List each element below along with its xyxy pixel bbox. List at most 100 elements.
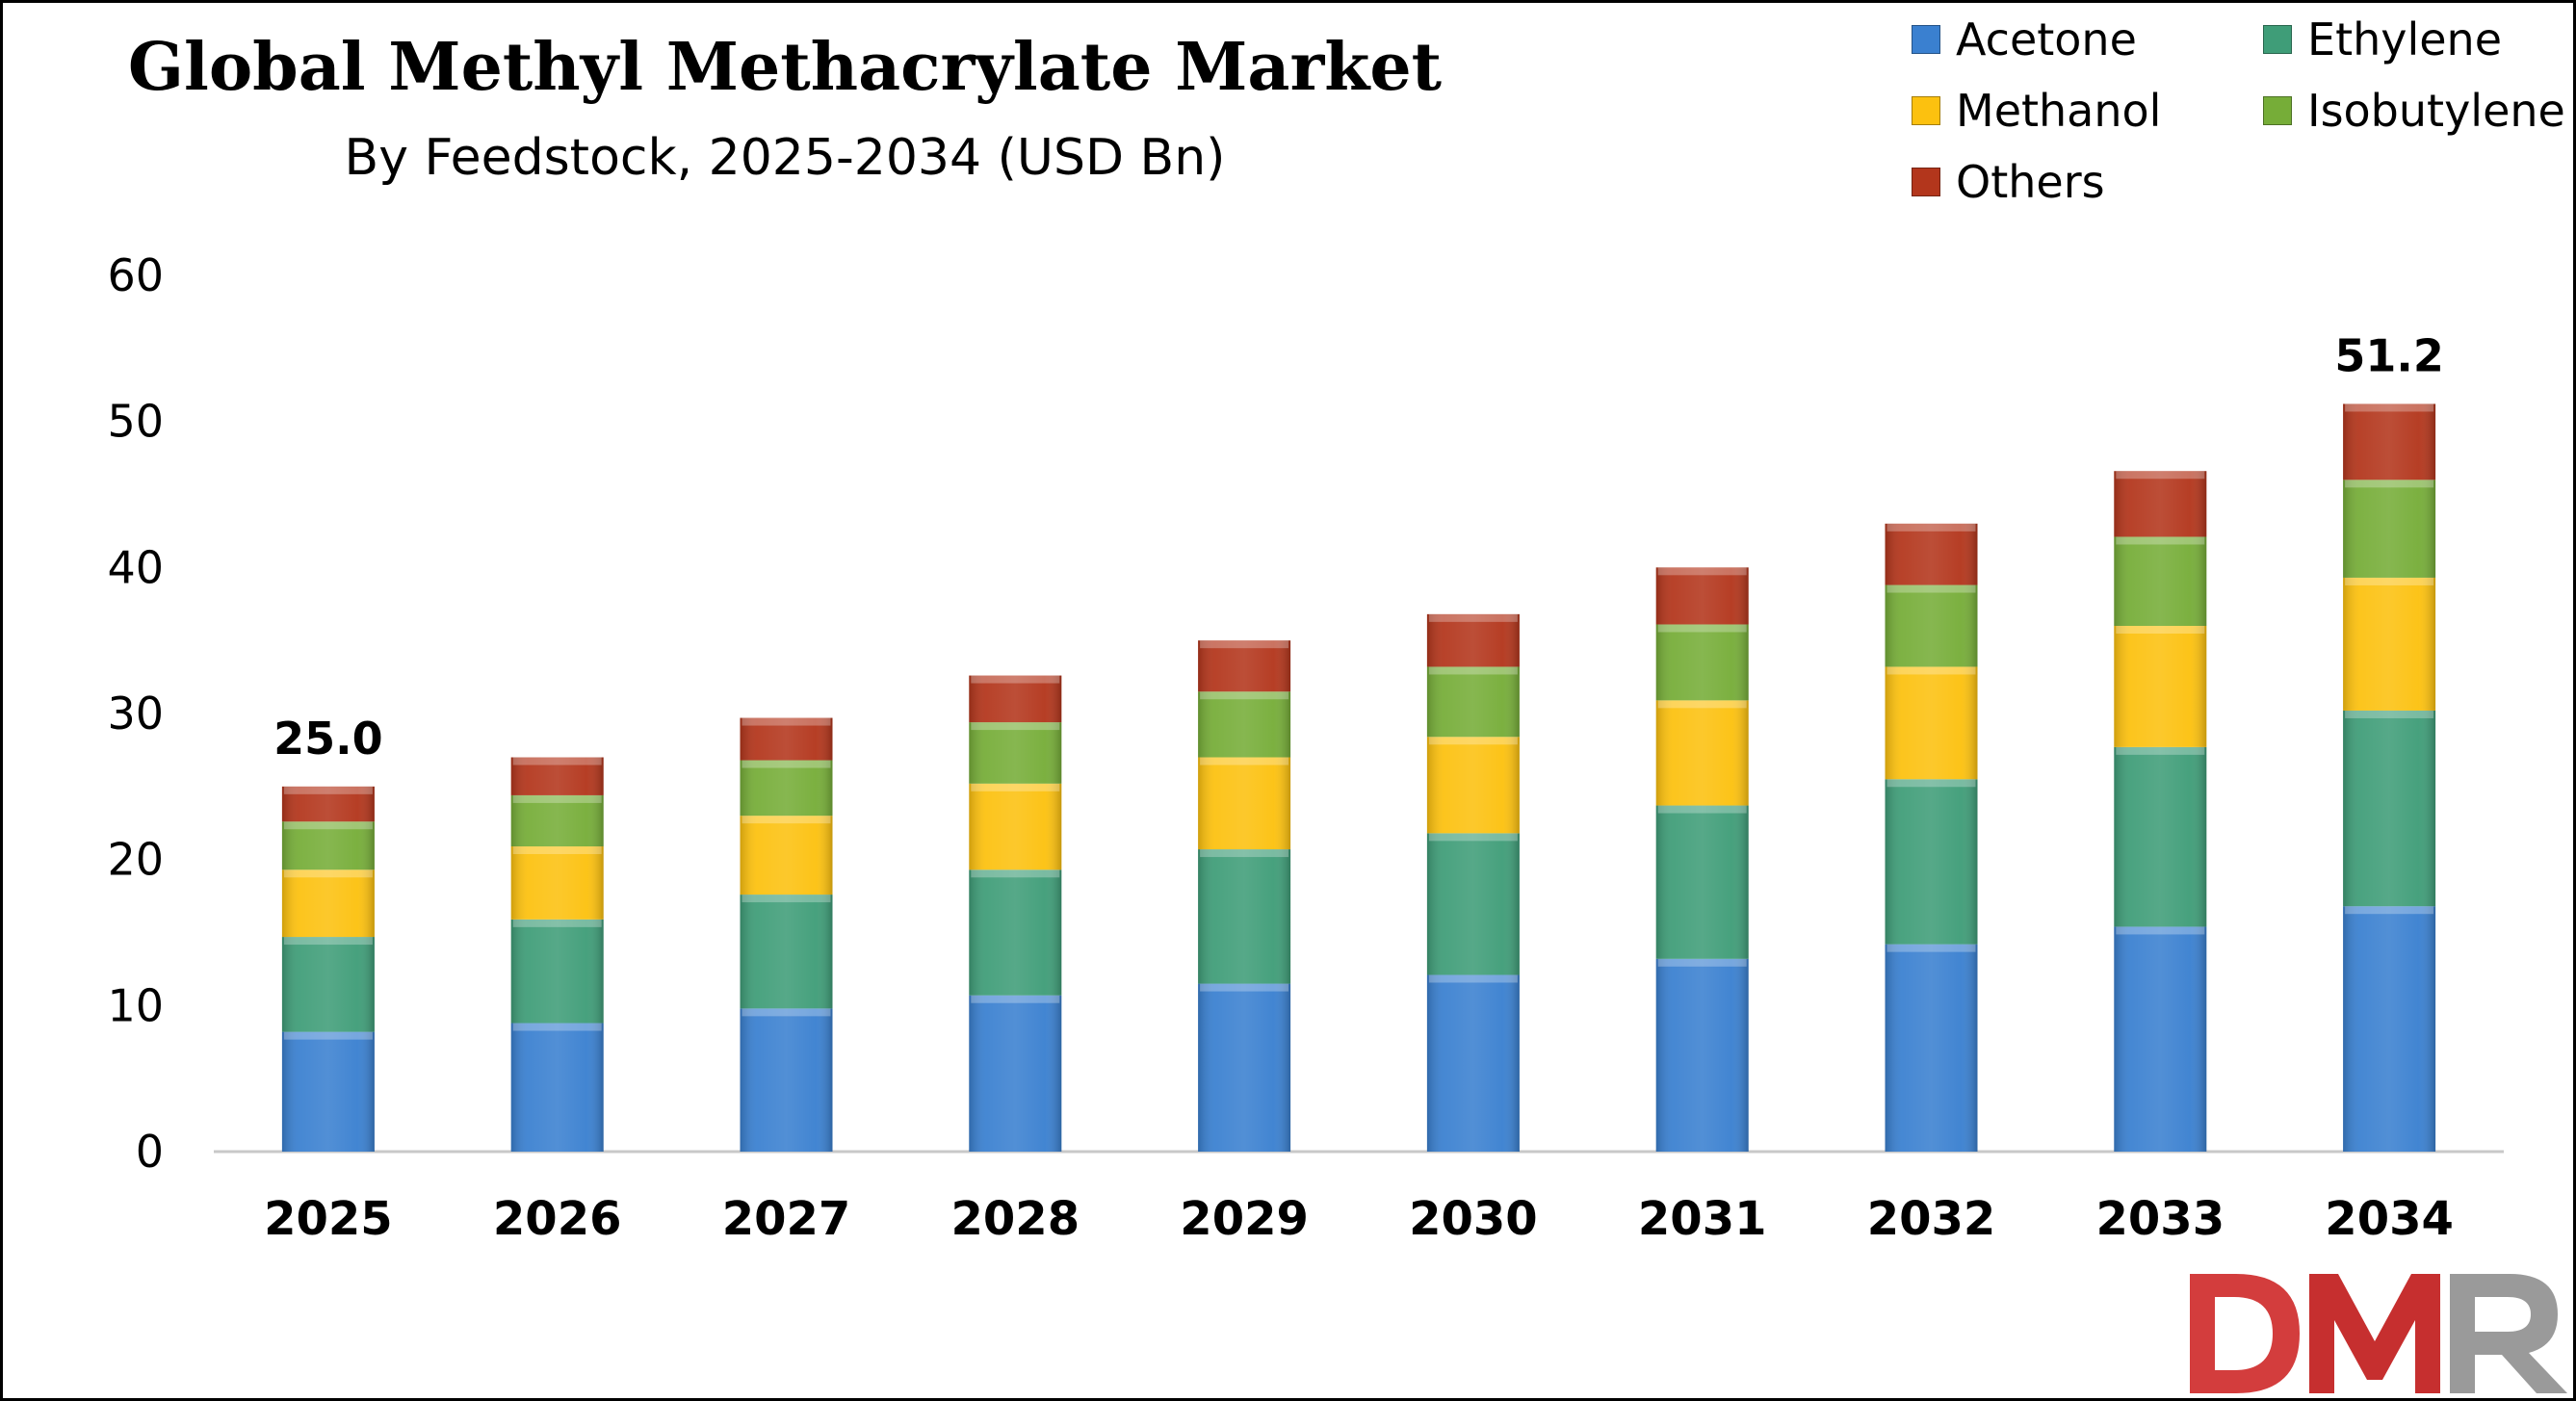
x-tick-label: 2025 [264, 1192, 393, 1246]
y-tick-label: 50 [107, 396, 164, 448]
bar-segment-highlight [512, 1023, 602, 1031]
bar-segment-shading [1426, 974, 1520, 1152]
bar-segment-highlight [971, 722, 1060, 731]
legend: Acetone Ethylene Methanol Isobutylene Ot… [1912, 12, 2566, 214]
bar-segment-shading [740, 1008, 833, 1152]
y-tick-label: 60 [107, 249, 164, 301]
bar-segment-highlight [971, 675, 1060, 684]
x-axis: 2025 2026 2027 2028 2029 2030 2031 2032 2033 2034 [214, 1150, 2504, 1246]
bar-segment-highlight [1428, 974, 1518, 983]
bar-segment-highlight [512, 757, 602, 765]
bar-segment-shading [1198, 849, 1291, 984]
legend-item-ethylene[interactable]: Ethylene [2263, 17, 2502, 62]
bar-segment-highlight [742, 717, 831, 726]
bar-segment-shading [281, 821, 375, 870]
bar-segment-shading [2114, 926, 2207, 1152]
y-axis: 0 10 20 30 40 50 60 [107, 249, 164, 1178]
bar-segment-shading [1885, 779, 1978, 945]
bar-segment-highlight [2116, 536, 2205, 545]
bar-segment-highlight [1657, 567, 1747, 576]
legend-swatch-isobutylene [2263, 96, 2292, 125]
bar-segment-shading [969, 783, 1062, 870]
bar-segment-shading [1426, 613, 1520, 667]
legend-item-others[interactable]: Others [1912, 160, 2105, 204]
bar-segment-highlight [1200, 691, 1289, 700]
bar-segment-shading [1885, 523, 1978, 585]
bar-segment-highlight [1200, 849, 1289, 858]
x-tick-label: 2030 [1409, 1192, 1538, 1246]
bar-segment-shading [1426, 833, 1520, 975]
bar-segment-shading [510, 1023, 604, 1152]
y-tick-label: 10 [107, 979, 164, 1031]
bar-segment-highlight [1886, 779, 1976, 788]
bar-segment-highlight [742, 1008, 831, 1017]
y-tick-label: 40 [107, 541, 164, 593]
bar-segment-shading [281, 869, 375, 938]
bar-segment-highlight [1200, 757, 1289, 765]
bar-segment-highlight [971, 995, 1060, 1003]
bar-segment-highlight [2345, 403, 2434, 412]
bar-segment-shading [510, 919, 604, 1024]
bar-segment-shading [740, 895, 833, 1009]
y-tick-label: 0 [136, 1126, 164, 1178]
chart-subtitle: By Feedstock, 2025-2034 (USD Bn) [344, 129, 1226, 187]
bar-segment-shading [281, 937, 375, 1032]
bar-segment-highlight [512, 919, 602, 927]
bar-segment-shading [510, 794, 604, 847]
bar-segment-highlight [283, 821, 373, 830]
bar-segment-highlight [283, 869, 373, 878]
bar-segment-shading [740, 760, 833, 817]
legend-swatch-acetone [1912, 25, 1940, 54]
bar-segment-shading [2343, 480, 2436, 578]
legend-label-ethylene: Ethylene [2307, 13, 2503, 65]
legend-item-methanol[interactable]: Methanol [1912, 89, 2161, 133]
y-tick-label: 30 [107, 688, 164, 739]
bar-segment-highlight [971, 869, 1060, 878]
dmr-logo [2190, 1274, 2567, 1393]
bar-segment-shading [1198, 691, 1291, 758]
bar-segment-shading [2114, 626, 2207, 747]
bar-segment-highlight [1200, 983, 1289, 992]
legend-item-acetone[interactable]: Acetone [1912, 17, 2137, 62]
bar-segment-shading [2114, 536, 2207, 626]
bar-segment-highlight [1428, 833, 1518, 842]
bar-segment-shading [2343, 577, 2436, 711]
bar-segment-highlight [283, 1031, 373, 1040]
bar-segment-highlight [2345, 906, 2434, 915]
bar-segment-shading [1198, 640, 1291, 692]
bar-segment-shading [2114, 746, 2207, 927]
bar-segment-highlight [1200, 640, 1289, 649]
bar-segment-highlight [512, 846, 602, 855]
bar-segment-shading [2343, 710, 2436, 907]
legend-label-isobutylene: Isobutylene [2307, 85, 2565, 137]
bar-segment-shading [969, 995, 1062, 1152]
bar-segment-highlight [1428, 613, 1518, 622]
logo-letter-m [2309, 1274, 2440, 1393]
bar-segment-shading [510, 846, 604, 920]
bar-segment-highlight [1657, 700, 1747, 709]
bar-segment-shading [1885, 666, 1978, 780]
bar-segment-highlight [742, 895, 831, 903]
bar-segment-highlight [1657, 958, 1747, 967]
y-tick-label: 20 [107, 834, 164, 886]
bar-segment-highlight [1428, 737, 1518, 745]
legend-item-isobutylene[interactable]: Isobutylene [2263, 89, 2565, 133]
x-tick-label: 2034 [2325, 1192, 2454, 1246]
logo-letter-d [2190, 1274, 2300, 1393]
bar-segment-shading [1655, 805, 1749, 959]
bar-segment-shading [1655, 700, 1749, 806]
x-tick-label: 2029 [1180, 1192, 1309, 1246]
x-tick-label: 2032 [1867, 1192, 1996, 1246]
bar-segment-highlight [1886, 944, 1976, 952]
bar-segment-shading [1198, 983, 1291, 1152]
bar-segment-shading [1885, 584, 1978, 667]
bar-segment-shading [510, 757, 604, 795]
bar-segment-highlight [2116, 926, 2205, 935]
bar-segment-highlight [742, 816, 831, 824]
bar-segment-highlight [971, 783, 1060, 791]
bar-segment-highlight [1428, 666, 1518, 675]
bar-segment-highlight [2345, 710, 2434, 718]
legend-label-others: Others [1956, 156, 2105, 208]
x-tick-label: 2026 [493, 1192, 622, 1246]
bar-segment-shading [2343, 403, 2436, 480]
